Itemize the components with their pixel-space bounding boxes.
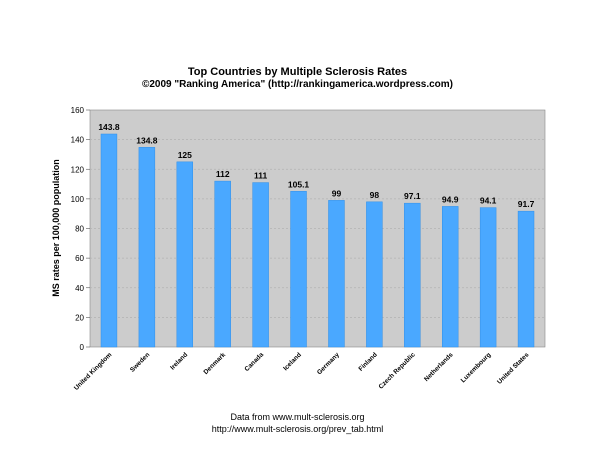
bar bbox=[252, 182, 269, 348]
y-tick-label: 60 bbox=[75, 254, 84, 263]
chart-title: Top Countries by Multiple Sclerosis Rate… bbox=[187, 66, 408, 78]
data-label: 98 bbox=[370, 190, 380, 200]
data-label: 134.8 bbox=[136, 135, 158, 145]
y-tick-label: 100 bbox=[71, 195, 85, 204]
x-tick-label: Germany bbox=[316, 351, 341, 376]
x-tick-label: Netherlands bbox=[423, 351, 455, 383]
data-label: 94.1 bbox=[480, 196, 497, 206]
y-tick-label: 40 bbox=[75, 284, 84, 293]
bar bbox=[517, 210, 535, 348]
x-tick-label: United States bbox=[496, 351, 531, 386]
x-tick-label: Sweden bbox=[129, 351, 151, 373]
y-axis-label: MS rates per 100,000 population bbox=[51, 159, 61, 297]
data-label: 112 bbox=[216, 169, 230, 179]
x-axis-ticks: United Kingdom Sweden Ireland Denmark Canada… bbox=[73, 351, 531, 392]
data-label: 91.7 bbox=[518, 199, 535, 209]
footer-source: Data from www.mult-sclerosis.org bbox=[230, 412, 365, 422]
data-label: 97.1 bbox=[404, 191, 421, 201]
y-tick-label: 160 bbox=[71, 106, 85, 115]
bar bbox=[176, 161, 194, 348]
y-tick-label: 120 bbox=[71, 165, 85, 174]
data-label: 111 bbox=[254, 171, 268, 181]
y-tick-label: 20 bbox=[75, 313, 84, 322]
data-labels: 143.8 134.8 125 112 111 105.1 99 98 97.1 94.9 94.1… bbox=[98, 122, 534, 209]
bar bbox=[479, 207, 497, 348]
data-label: 105.1 bbox=[288, 179, 310, 189]
bars bbox=[100, 133, 535, 348]
bar bbox=[328, 200, 345, 348]
y-tick-label: 0 bbox=[80, 343, 85, 352]
x-tick-label: Czech Republic bbox=[378, 351, 417, 390]
bar bbox=[100, 133, 118, 348]
x-tick-label: Luxembourg bbox=[460, 351, 493, 384]
x-tick-label: Ireland bbox=[169, 351, 189, 371]
y-tick-label: 80 bbox=[75, 225, 84, 234]
chart-subtitle: ©2009 "Ranking America" (http://rankinga… bbox=[141, 79, 453, 90]
data-label: 99 bbox=[332, 188, 342, 198]
x-tick-label: Finland bbox=[357, 351, 378, 372]
x-tick-label: United Kingdom bbox=[73, 351, 114, 392]
bar bbox=[441, 206, 459, 348]
x-tick-label: Canada bbox=[243, 351, 265, 373]
x-tick-label: Denmark bbox=[202, 351, 227, 376]
bar bbox=[138, 147, 156, 348]
y-tick-label: 140 bbox=[71, 136, 85, 145]
x-tick-label: Iceland bbox=[282, 351, 303, 372]
bar bbox=[290, 191, 307, 348]
footer-source-url: http://www.mult-sclerosis.org/prev_tab.h… bbox=[211, 424, 384, 434]
data-label: 143.8 bbox=[98, 122, 120, 132]
y-axis-ticks: 0 20 40 60 80 100 120 140 160 bbox=[71, 106, 90, 352]
bar bbox=[404, 202, 421, 348]
data-label: 125 bbox=[178, 150, 192, 160]
bar bbox=[366, 201, 383, 348]
bar bbox=[214, 180, 231, 348]
data-label: 94.9 bbox=[442, 194, 459, 204]
